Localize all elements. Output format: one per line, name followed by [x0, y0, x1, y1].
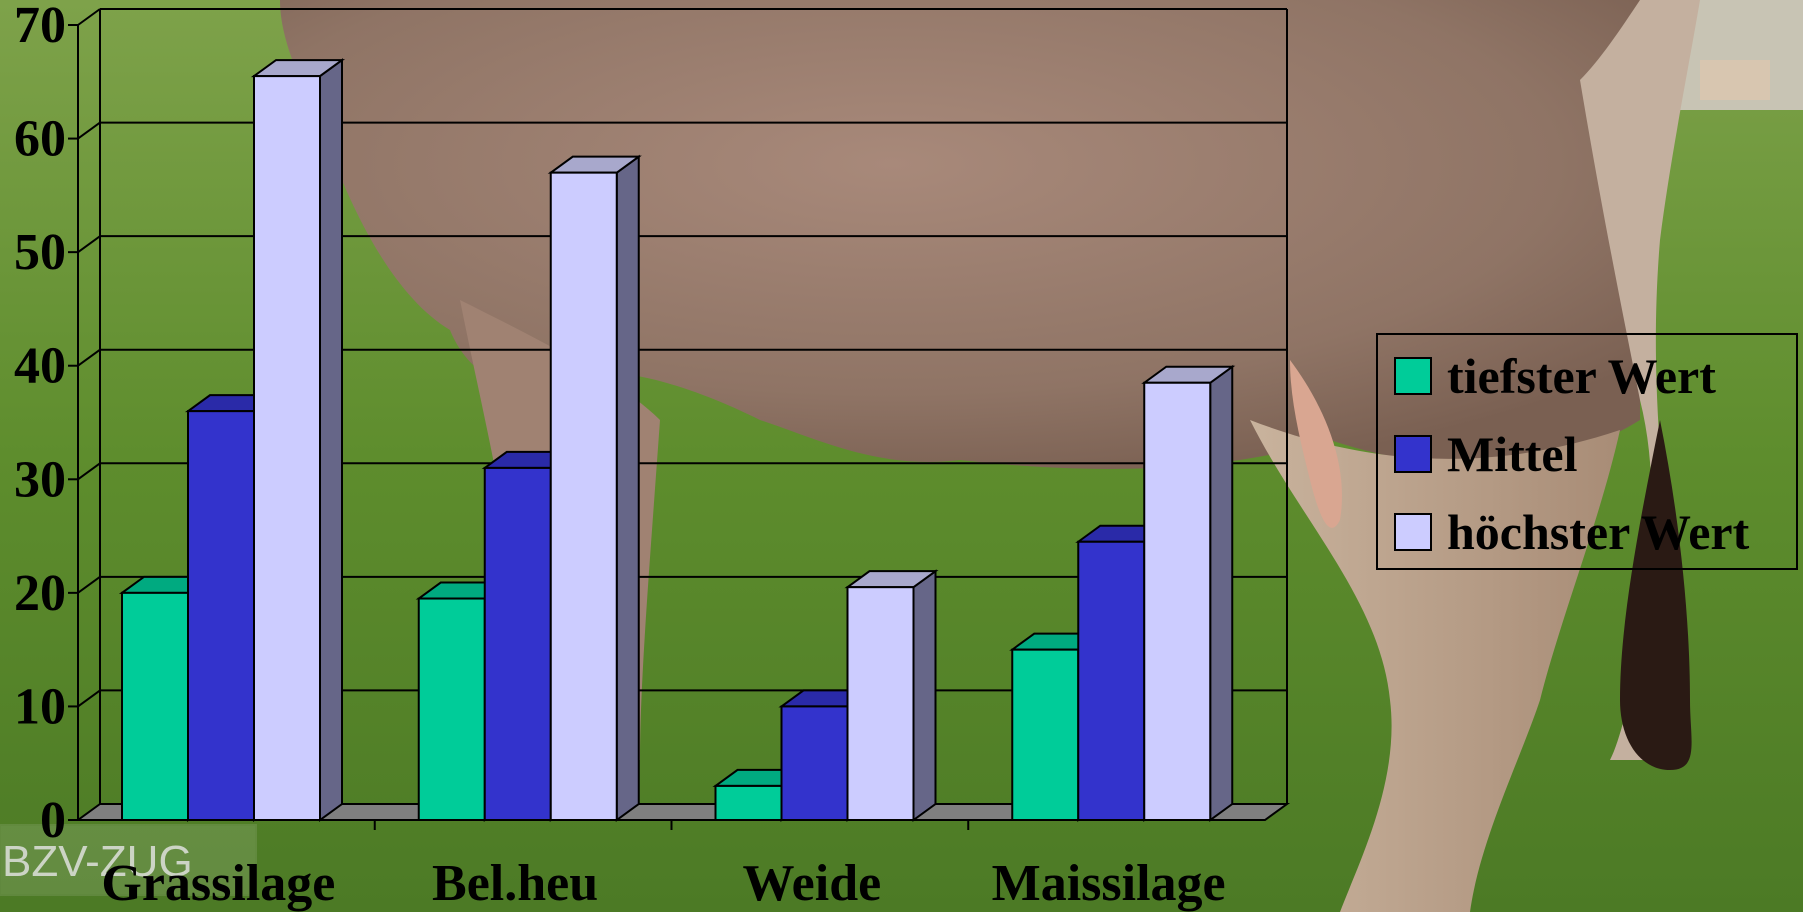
y-tick-label: 60: [14, 111, 66, 168]
legend-box: [1376, 333, 1798, 570]
bar: [1141, 364, 1236, 822]
bar-front: [1077, 540, 1146, 821]
gridline-side: [77, 348, 101, 367]
bar-front: [846, 586, 915, 822]
bar-front: [417, 597, 486, 821]
y-tick-label: 40: [14, 338, 66, 395]
bar: [844, 569, 939, 822]
gridline-side: [77, 689, 101, 708]
bars: [118, 58, 1236, 822]
y-tick-label: 20: [14, 565, 66, 622]
x-tick-label: Weide: [743, 855, 882, 912]
bar-front: [121, 591, 189, 821]
gridline-side: [77, 462, 101, 481]
watermark: BZV-ZUG: [2, 837, 193, 886]
bar-front: [187, 410, 255, 821]
gridline-side: [77, 8, 101, 26]
gridline-side: [77, 235, 101, 253]
gridline-side: [77, 576, 101, 594]
bar-front: [714, 784, 783, 822]
y-tick-label: 30: [14, 451, 66, 508]
bar-front: [1011, 648, 1080, 822]
bar-side: [319, 58, 343, 822]
legend: tiefster Wert Mittel höchster Wert: [1376, 333, 1798, 570]
legend-label: tiefster Wert: [1447, 348, 1716, 404]
legend-swatch: [1394, 513, 1432, 551]
legend-swatch: [1394, 435, 1432, 473]
bar-side: [1209, 364, 1234, 822]
watermark-box: [0, 824, 257, 896]
legend-label: höchster Wert: [1447, 504, 1750, 560]
y-tick-label: 10: [14, 678, 66, 735]
legend-item: Mittel: [1394, 426, 1578, 482]
bar-front: [549, 171, 618, 821]
bar-side: [615, 154, 640, 822]
y-tick-label: 70: [14, 0, 66, 54]
bar: [547, 154, 642, 822]
bar-side: [912, 569, 937, 822]
gridline-side: [77, 121, 101, 140]
legend-item: höchster Wert: [1394, 504, 1750, 560]
legend-swatch: [1394, 357, 1432, 395]
y-tick-label: 0: [40, 792, 66, 849]
x-tick-label: Grassilage: [101, 855, 335, 912]
x-tick-label: Bel.heu: [432, 855, 598, 912]
y-tick-label: 50: [14, 224, 66, 281]
legend-label: Mittel: [1447, 426, 1578, 482]
bar-front: [780, 705, 849, 822]
tick-labels: 0 10 20 30 40 50 60 70 Grassilage Bel.heu Weide Mai…: [14, 0, 1226, 912]
bar-front: [253, 75, 321, 822]
x-tick-label: Maissilage: [992, 855, 1226, 912]
bar-front: [483, 466, 552, 821]
bar-front: [1143, 381, 1212, 821]
legend-item: tiefster Wert: [1394, 348, 1716, 404]
bar: [250, 58, 346, 822]
